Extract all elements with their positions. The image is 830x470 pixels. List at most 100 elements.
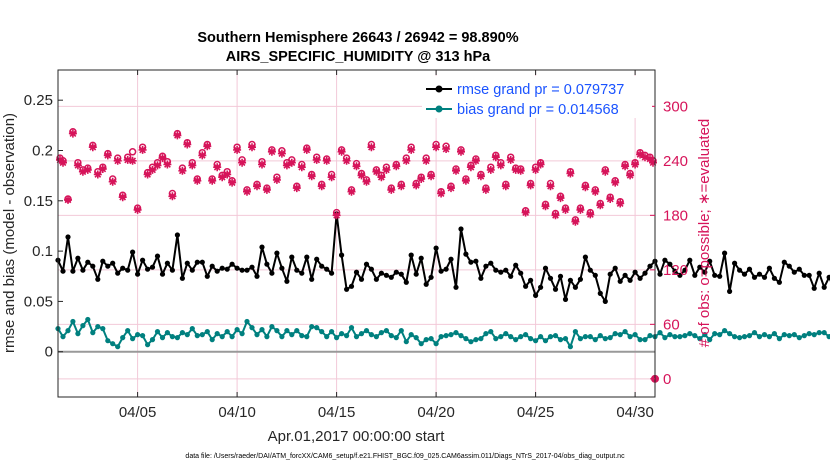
- obs-evaluated-point: [571, 217, 580, 226]
- obs-evaluated-point: [591, 187, 600, 196]
- bias-point: [189, 326, 195, 332]
- bias-point: [781, 332, 787, 338]
- bias-point: [378, 330, 384, 336]
- bias-point: [90, 330, 96, 336]
- rmse-point: [801, 272, 807, 278]
- rmse-point: [279, 265, 285, 271]
- rmse-point: [80, 267, 86, 273]
- bias-point: [667, 332, 673, 338]
- bias-point: [592, 337, 598, 343]
- rmse-series: [55, 211, 830, 304]
- obs-evaluated-point: [68, 129, 77, 138]
- rmse-point: [413, 271, 419, 277]
- obs-evaluated-point: [258, 160, 266, 169]
- bias-point: [140, 333, 146, 339]
- rmse-point: [627, 277, 633, 283]
- rmse-point: [776, 279, 783, 285]
- obs-evaluated-point: [476, 172, 485, 181]
- bias-point: [513, 337, 519, 343]
- rmse-point: [786, 263, 792, 269]
- bias-point: [582, 334, 589, 340]
- rmse-point: [662, 257, 668, 263]
- rmse-point: [214, 268, 220, 274]
- bias-point: [756, 334, 763, 340]
- bias-point: [254, 332, 260, 338]
- rmse-point: [597, 290, 603, 296]
- rmse-point: [179, 275, 185, 281]
- bias-point: [627, 334, 633, 340]
- obs-evaluated-point: [382, 165, 391, 174]
- obs-evaluated-point: [128, 156, 137, 165]
- rmse-point: [319, 263, 325, 269]
- bias-point: [702, 332, 708, 338]
- bias-point: [791, 332, 797, 338]
- obs-evaluated-point: [536, 160, 545, 169]
- rmse-point: [284, 278, 290, 284]
- right-y-tick-label: 60: [663, 316, 680, 333]
- obs-evaluated-point: [342, 156, 351, 165]
- bias-point: [239, 331, 245, 337]
- bias-point: [388, 333, 394, 339]
- bias-point: [572, 329, 579, 335]
- bias-point: [577, 336, 584, 342]
- bias-point: [329, 329, 335, 335]
- bias-point: [687, 331, 693, 337]
- bias-point: [135, 332, 141, 338]
- obs-evaluated-point: [546, 182, 555, 191]
- bias-point: [60, 334, 66, 340]
- obs-evaluated-point: [118, 193, 127, 202]
- rmse-point: [712, 272, 718, 278]
- bias-point: [776, 336, 783, 342]
- rmse-point: [498, 269, 504, 275]
- rmse-point: [329, 270, 335, 276]
- bias-point: [498, 334, 504, 340]
- bias-point: [622, 329, 628, 335]
- rmse-point: [751, 274, 758, 280]
- obs-evaluated-point: [153, 161, 162, 170]
- rmse-point: [622, 272, 628, 278]
- bias-point: [363, 328, 370, 334]
- obs-evaluated-point: [188, 161, 197, 170]
- rmse-point: [174, 232, 180, 238]
- obs-evaluated-series: [56, 129, 657, 226]
- obs-evaluated-point: [432, 143, 441, 152]
- right-y-tick-label: 300: [663, 98, 688, 115]
- rmse-point: [378, 270, 384, 276]
- bias-point: [478, 336, 484, 342]
- bias-point: [194, 333, 200, 339]
- bias-point: [473, 337, 479, 343]
- bias-series: [55, 316, 830, 350]
- obs-evaluated-point: [83, 165, 92, 174]
- bias-point: [65, 328, 71, 334]
- bias-point: [279, 334, 285, 340]
- bias-point: [169, 334, 175, 340]
- bias-point: [299, 333, 305, 339]
- rmse-point: [592, 272, 598, 278]
- rmse-point: [547, 275, 554, 281]
- obs-evaluated-point: [282, 161, 291, 170]
- obs-evaluated-point: [626, 171, 635, 180]
- bias-point: [85, 316, 91, 323]
- bias-point: [602, 336, 608, 342]
- bias-point: [458, 333, 464, 339]
- bias-point: [542, 338, 549, 344]
- rmse-point: [692, 272, 698, 278]
- bias-point: [214, 331, 220, 337]
- rmse-point: [368, 266, 374, 272]
- rmse-point: [756, 271, 763, 277]
- bias-point: [806, 331, 812, 337]
- obs-evaluated-point: [412, 181, 421, 190]
- obs-evaluated-point: [123, 155, 132, 164]
- bias-point: [816, 330, 822, 336]
- obs-evaluated-point: [496, 161, 505, 170]
- rmse-point: [90, 263, 96, 269]
- obs-evaluated-point: [243, 187, 251, 196]
- rmse-point: [473, 258, 479, 264]
- obs-evaluated-point: [457, 147, 465, 156]
- obs-evaluated-point: [163, 160, 172, 169]
- rmse-point: [388, 274, 394, 280]
- rmse-point: [145, 266, 151, 272]
- bias-point: [503, 331, 509, 337]
- series-layer: [55, 128, 830, 383]
- bias-point: [373, 334, 379, 340]
